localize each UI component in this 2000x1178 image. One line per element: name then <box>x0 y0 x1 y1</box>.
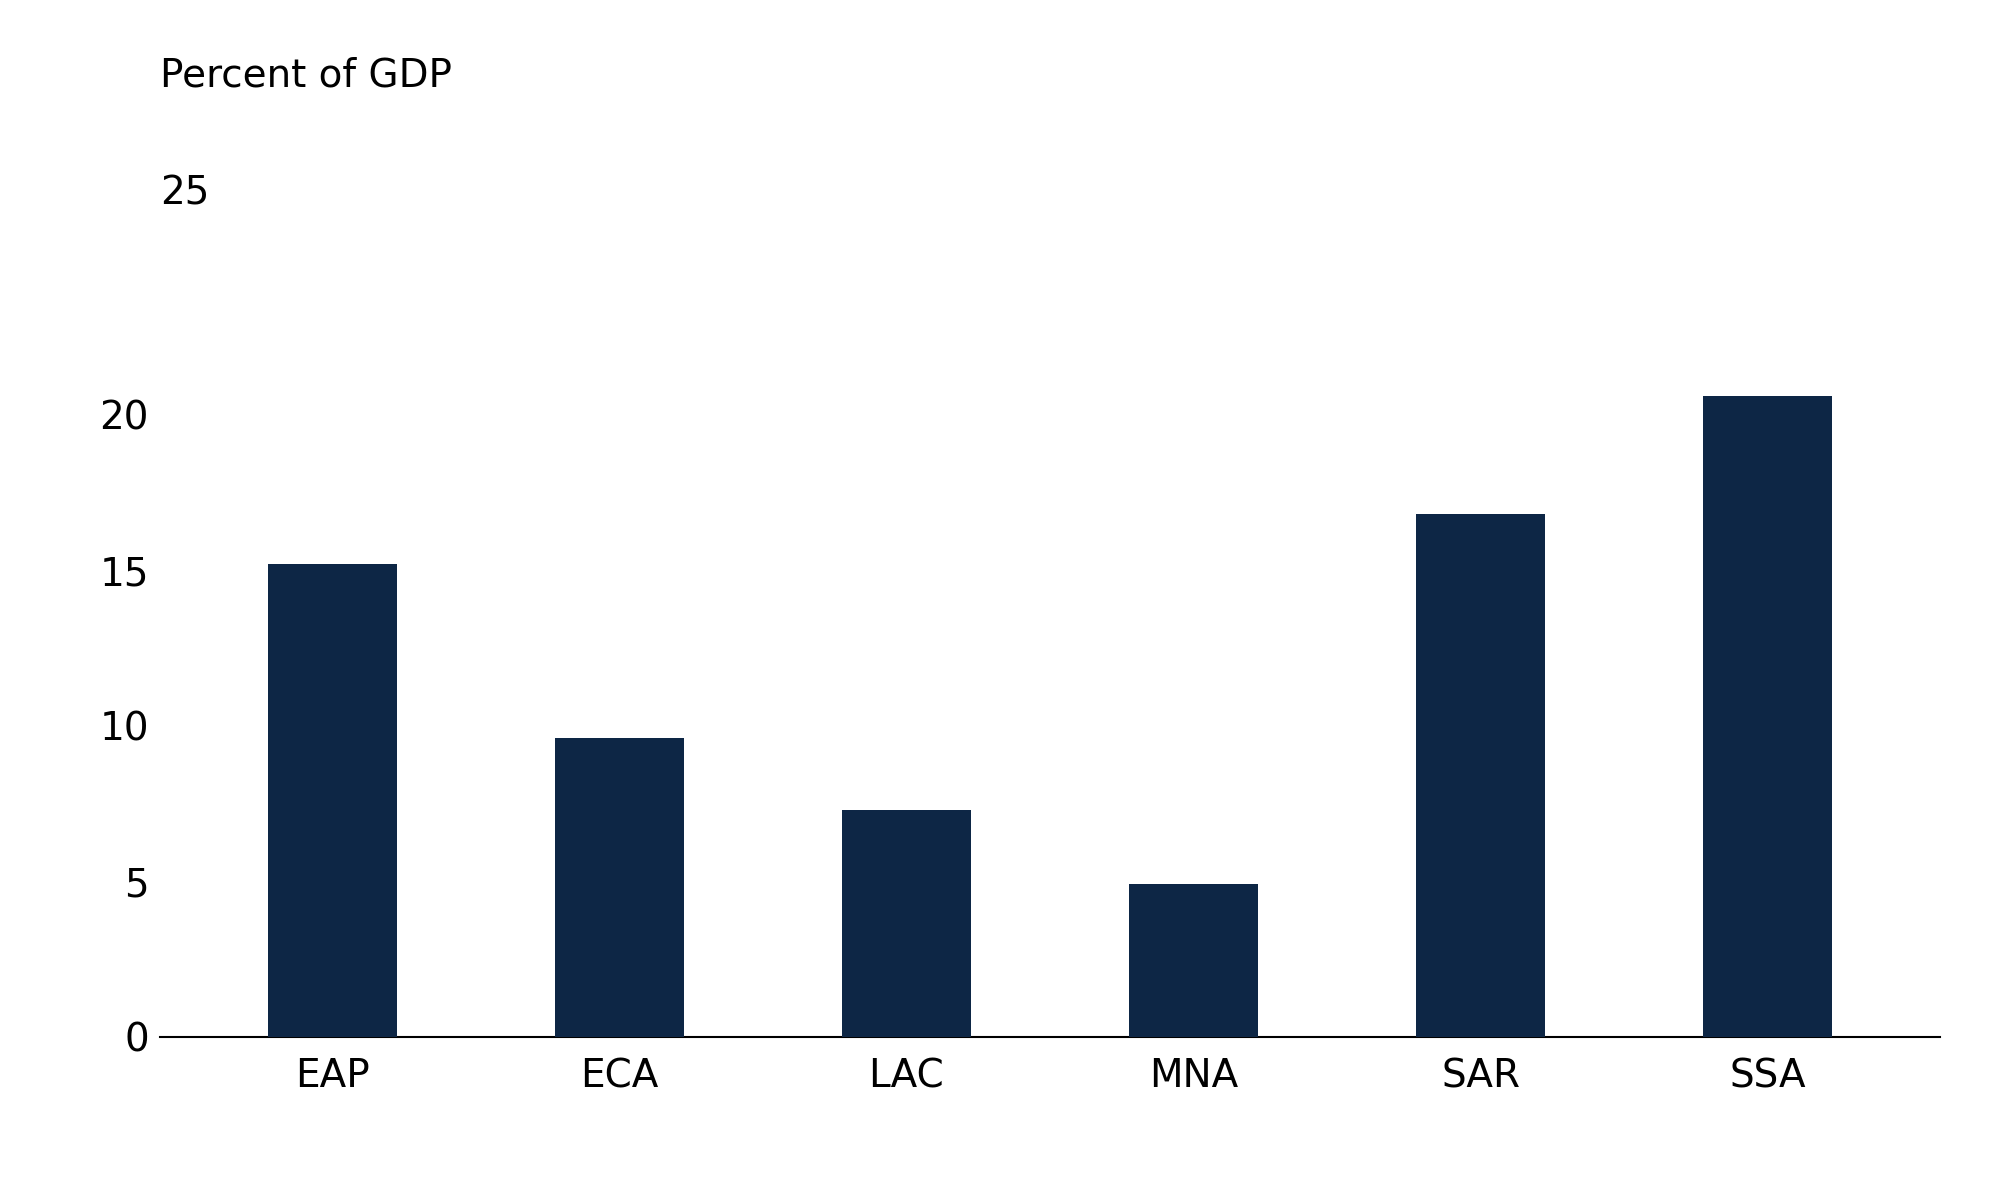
Bar <box>554 739 684 1037</box>
Bar <box>1416 514 1546 1037</box>
Bar <box>1128 885 1258 1037</box>
Text: 25: 25 <box>160 174 210 212</box>
Bar <box>268 564 396 1037</box>
Bar <box>842 809 972 1037</box>
Bar <box>1704 396 1832 1037</box>
Text: Percent of GDP: Percent of GDP <box>160 57 452 94</box>
